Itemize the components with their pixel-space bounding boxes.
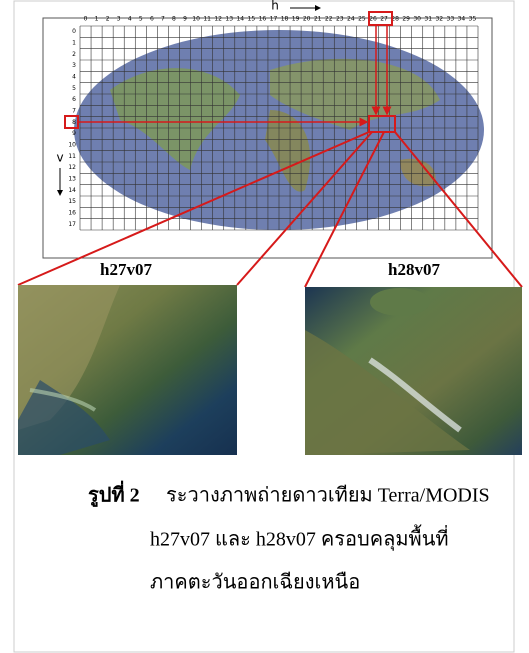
column-label: 26 [369,16,377,23]
tile-label: h28v07 [388,260,440,279]
row-label: 11 [68,153,76,160]
column-label: 27 [380,16,388,23]
column-label: 23 [336,16,344,23]
row-label: 9 [72,130,76,137]
column-label: 18 [281,16,289,23]
column-label: 1 [95,16,99,23]
caption-line: h27v07 และ h28v07 ครอบคลุมพื้นที่ [150,525,449,552]
column-label: 21 [314,16,322,23]
column-label: 19 [292,16,300,23]
row-label: 7 [72,108,76,115]
row-label: 1 [72,40,76,47]
column-label: 31 [424,16,432,23]
satellite-image [305,287,522,455]
page: 0123456789101112131415161718192021222324… [0,0,529,653]
row-label: 16 [68,210,76,217]
caption-line: ภาคตะวันออกเฉียงเหนือ [150,572,360,594]
column-label: 0 [84,16,88,23]
row-label: 2 [72,51,76,58]
column-label: 25 [358,16,366,23]
column-label: 6 [150,16,154,23]
caption-label: รูปที่ 2 [88,480,140,509]
axis-h: h [271,0,279,13]
row-label: 13 [68,176,76,183]
column-label: 12 [214,16,222,23]
row-label: 0 [72,28,76,35]
row-label: 5 [72,85,76,92]
column-label: 8 [172,16,176,23]
column-label: 13 [225,16,233,23]
axis-v: v [56,151,63,165]
row-label: 4 [72,74,76,81]
tile-label: h27v07 [100,260,152,279]
row-label: 14 [68,187,76,194]
column-label: 24 [347,16,355,23]
column-label: 33 [447,16,455,23]
column-label: 11 [203,16,211,23]
row-label: 10 [68,142,76,149]
column-label: 32 [435,16,443,23]
column-label: 4 [128,16,132,23]
row-label: 17 [68,221,76,228]
figure: 0123456789101112131415161718192021222324… [0,0,529,653]
column-label: 16 [259,16,267,23]
column-label: 2 [106,16,110,23]
column-label: 10 [192,16,200,23]
column-label: 22 [325,16,333,23]
column-label: 35 [469,16,477,23]
column-label: 3 [117,16,121,23]
row-label: 15 [68,198,76,205]
column-label: 14 [236,16,244,23]
column-label: 29 [402,16,410,23]
column-label: 7 [161,16,165,23]
column-label: 9 [183,16,187,23]
column-label: 15 [248,16,256,23]
row-label: 8 [72,119,76,126]
caption-line: ระวางภาพถ่ายดาวเทียม Terra/MODIS [166,485,490,507]
column-label: 34 [458,16,466,23]
column-label: 20 [303,16,311,23]
column-label: 5 [139,16,143,23]
column-label: 17 [270,16,278,23]
row-label: 6 [72,96,76,103]
column-label: 30 [413,16,421,23]
satellite-image [18,285,237,455]
row-label: 3 [72,62,76,69]
row-label: 12 [68,164,76,171]
